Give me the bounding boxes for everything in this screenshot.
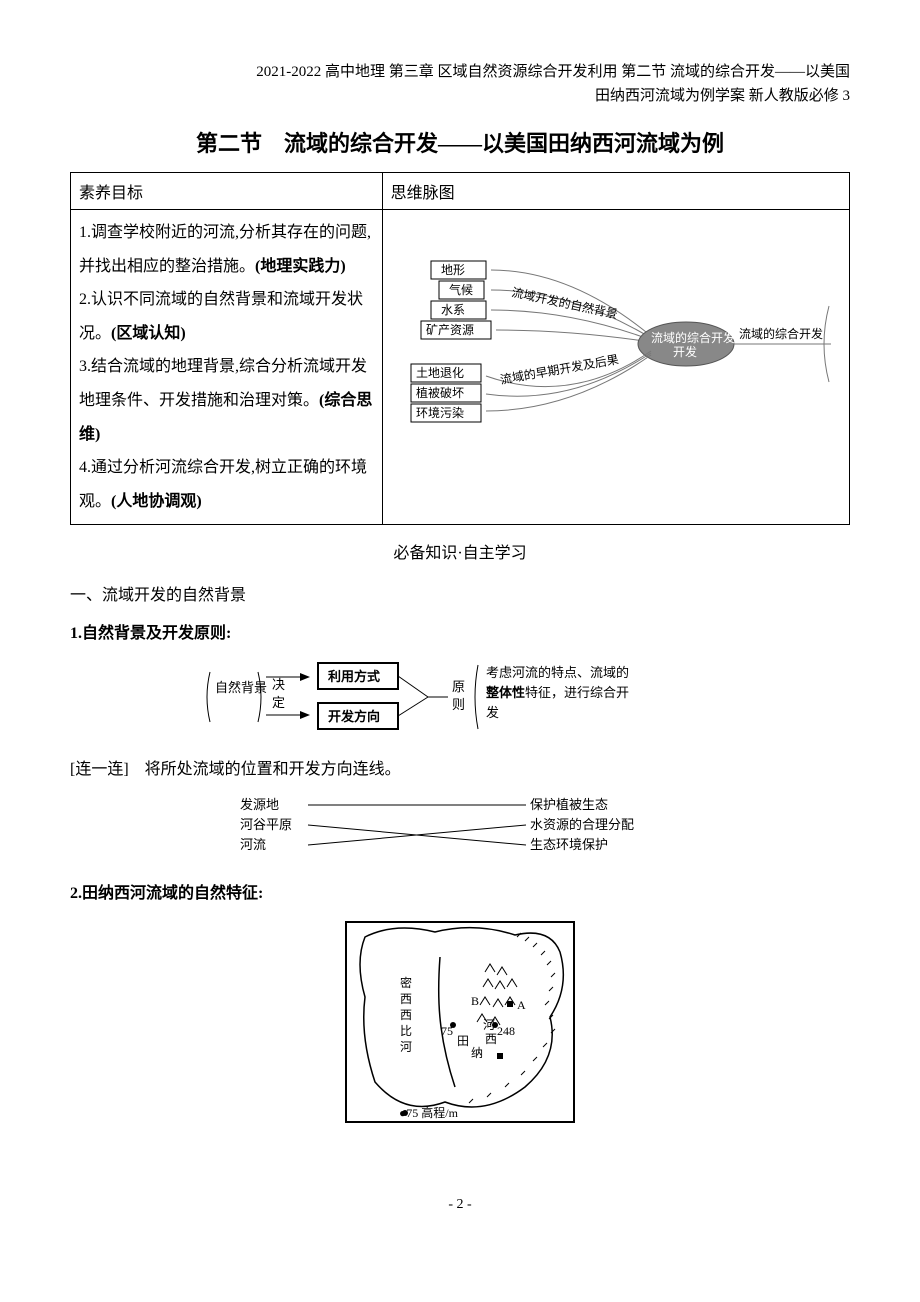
d1-mid-top: 利用方式 xyxy=(328,669,380,684)
d1-arrow2-top: 原 xyxy=(452,679,465,694)
diagram-principle: 自然背景 决 定 利用方式 开发方向 原 则 考虑河流的特点、流域的 整体性特征… xyxy=(70,657,850,737)
mindmap-cell: 地形 气候 水系 矿产资源 流域开发的自然背景 xyxy=(382,210,849,525)
arc-bottom-label: 流域的早期开发及后果 xyxy=(499,351,620,387)
goals-cell: 1.调查学校附近的河流,分析其存在的问题,并找出相应的整治措施。(地理实践力) … xyxy=(71,210,383,525)
svg-text:植被破坏: 植被破坏 xyxy=(416,385,464,400)
goals-table: 素养目标 思维脉图 1.调查学校附近的河流,分析其存在的问题,并找出相应的整治措… xyxy=(70,172,850,525)
d1-arrow1-bot: 定 xyxy=(272,695,285,710)
d1-mid-bot: 开发方向 xyxy=(328,709,380,724)
header-line2: 田纳西河流域为例学案 新人教版必修 3 xyxy=(70,84,850,108)
header-line1: 2021-2022 高中地理 第三章 区域自然资源综合开发利用 第二节 流域的综… xyxy=(70,60,850,84)
section-sub: 必备知识·自主学习 xyxy=(70,539,850,563)
heading-b1: 1.自然背景及开发原则: xyxy=(70,619,850,643)
svg-text:土地退化: 土地退化 xyxy=(416,366,464,380)
goal-2: 2.认识不同流域的自然背景和流域开发状况。(区域认知) xyxy=(79,283,374,350)
right-label: 流域的综合开发 xyxy=(739,326,823,341)
d2-r1: 保护植被生态 xyxy=(530,797,608,812)
svg-text:密: 密 xyxy=(400,975,412,990)
d2-l2: 河谷平原 xyxy=(240,817,292,832)
arc-top-label: 流域开发的自然背景 xyxy=(510,284,619,321)
d2-r2: 水资源的合理分配 xyxy=(530,817,634,832)
page-title: 第二节 流域的综合开发——以美国田纳西河流域为例 xyxy=(70,126,850,158)
svg-text:纳: 纳 xyxy=(471,1046,483,1060)
doc-header: 2021-2022 高中地理 第三章 区域自然资源综合开发利用 第二节 流域的综… xyxy=(70,60,850,108)
svg-text:西: 西 xyxy=(400,992,412,1006)
svg-text:河: 河 xyxy=(483,1018,495,1032)
table-right-header: 思维脉图 xyxy=(382,173,849,210)
svg-text:矿产资源: 矿产资源 xyxy=(426,323,474,337)
mindmap-bottom-nodes: 土地退化 植被破坏 环境污染 xyxy=(411,364,481,422)
svg-text:整体性特征，进行综合开: 整体性特征，进行综合开 xyxy=(485,685,629,700)
page-number: - 2 - xyxy=(70,1197,850,1213)
svg-text:环境污染: 环境污染 xyxy=(416,405,464,420)
heading-a: 一、流域开发的自然背景 xyxy=(70,581,850,605)
mindmap: 地形 气候 水系 矿产资源 流域开发的自然背景 xyxy=(391,216,841,446)
goal-3: 3.结合流域的地理背景,综合分析流域开发地理条件、开发措施和治理对策。(综合思维… xyxy=(79,350,374,451)
svg-text:水系: 水系 xyxy=(441,303,465,317)
heading-b2: 2.田纳西河流域的自然特征: xyxy=(70,879,850,903)
d1-left-1: 自然背景 xyxy=(215,680,267,695)
svg-text:地形: 地形 xyxy=(441,263,465,277)
svg-text:西: 西 xyxy=(485,1032,497,1046)
d1-arrow2-bot: 则 xyxy=(452,697,465,712)
mindmap-left-nodes: 地形 气候 水系 矿产资源 xyxy=(421,261,491,339)
svg-text:气候: 气候 xyxy=(449,282,473,297)
diagram-link: 发源地 河谷平原 河流 保护植被生态 水资源的合理分配 生态环境保护 xyxy=(70,791,850,861)
map-legend: ●75 高程/m xyxy=(399,1105,459,1120)
map-figure: 密 西 西 比 河 B A 75 248 田 纳 河 西 ●75 高程/m xyxy=(70,917,850,1137)
svg-text:A: A xyxy=(517,998,526,1012)
d1-r3: 发 xyxy=(486,705,499,720)
link-label: [连一连] 将所处流域的位置和开发方向连线。 xyxy=(70,755,850,779)
goal-4: 4.通过分析河流综合开发,树立正确的环境观。(人地协调观) xyxy=(79,451,374,518)
d2-r3: 生态环境保护 xyxy=(530,837,608,852)
svg-text:B: B xyxy=(471,994,479,1008)
table-left-header: 素养目标 xyxy=(71,173,383,210)
svg-text:75: 75 xyxy=(441,1024,453,1038)
d2-l3: 河流 xyxy=(240,837,266,852)
d2-l1: 发源地 xyxy=(240,797,279,812)
svg-text:西: 西 xyxy=(400,1008,412,1022)
svg-text:河: 河 xyxy=(400,1040,412,1054)
svg-text:比: 比 xyxy=(400,1024,412,1038)
center-label: 流域的综合开发 xyxy=(651,330,735,345)
center-sub: 开发 xyxy=(673,344,697,359)
d1-arrow1-top: 决 xyxy=(272,677,285,692)
d1-r1: 考虑河流的特点、流域的 xyxy=(486,665,629,680)
svg-text:248: 248 xyxy=(497,1024,515,1038)
goal-1: 1.调查学校附近的河流,分析其存在的问题,并找出相应的整治措施。(地理实践力) xyxy=(79,216,374,283)
svg-text:田: 田 xyxy=(457,1034,469,1048)
